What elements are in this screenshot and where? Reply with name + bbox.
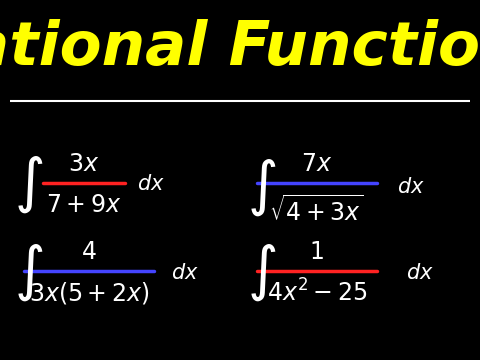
Text: $\int$: $\int$ bbox=[247, 242, 276, 303]
Text: $\int$: $\int$ bbox=[247, 157, 276, 217]
Text: $dx$: $dx$ bbox=[396, 177, 424, 197]
Text: $dx$: $dx$ bbox=[406, 263, 434, 283]
Text: $dx$: $dx$ bbox=[137, 175, 165, 194]
Text: $7+9x$: $7+9x$ bbox=[47, 193, 121, 217]
Text: $\int$: $\int$ bbox=[14, 154, 44, 215]
Text: Rational Functions: Rational Functions bbox=[0, 19, 480, 78]
Text: $4x^2-25$: $4x^2-25$ bbox=[266, 280, 367, 307]
Text: $4$: $4$ bbox=[81, 240, 96, 264]
Text: $dx$: $dx$ bbox=[171, 263, 199, 283]
Text: $3x(5+2x)$: $3x(5+2x)$ bbox=[29, 280, 149, 306]
Text: $1$: $1$ bbox=[310, 240, 324, 264]
Text: $\int$: $\int$ bbox=[14, 242, 44, 303]
Text: $\sqrt{4+3x}$: $\sqrt{4+3x}$ bbox=[269, 195, 364, 226]
Text: $3x$: $3x$ bbox=[68, 152, 100, 176]
Text: $7x$: $7x$ bbox=[301, 152, 333, 176]
